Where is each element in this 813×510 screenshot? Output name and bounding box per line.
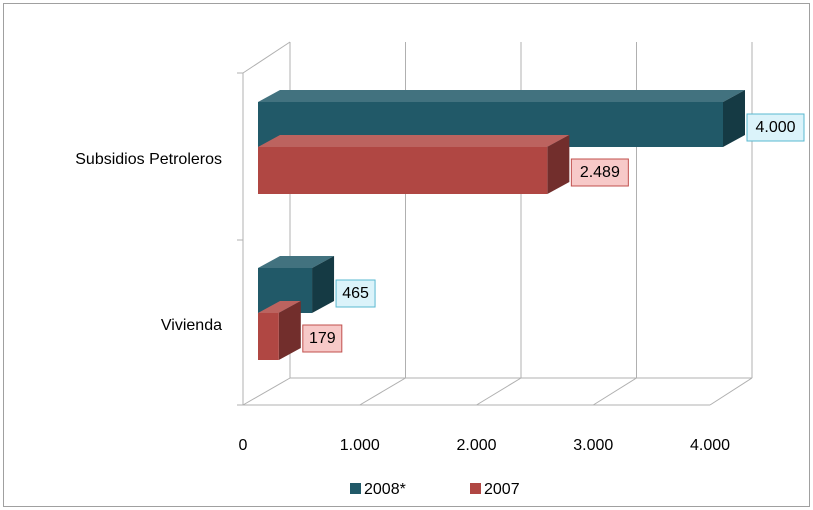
grid-floor [476,377,522,406]
bar-side [312,256,335,313]
value-label-box [746,113,805,142]
bar-top [258,256,335,268]
legend-swatch [470,483,481,494]
bar [258,147,548,194]
value-label: 2.489 [580,164,620,181]
bar-side [547,135,570,194]
value-label-box [570,158,629,187]
bar-top [258,90,745,102]
grid-floor [359,377,406,406]
value-label: 179 [309,330,336,347]
grid-floor [709,377,753,406]
value-label: 4.000 [755,119,795,136]
x-tick-label: 2.000 [456,437,496,454]
bar-side [278,301,301,360]
legend-swatch [350,483,361,494]
legend-label: 2007 [484,481,520,498]
value-label: 465 [342,285,369,302]
bar-side [723,90,745,147]
x-tick-label: 4.000 [690,437,730,454]
chart-border [3,3,810,507]
left-wall-top [242,41,291,74]
x-tick-label: 0 [239,437,248,454]
legend-label: 2008* [364,481,406,498]
x-tick-label: 3.000 [573,437,613,454]
value-label-box [302,324,343,353]
bar-top [258,301,301,313]
y-tick-label: Subsidios Petroleros [75,151,222,168]
grid-floor [592,377,637,406]
x-tick-label: 1.000 [340,437,380,454]
bar [258,313,279,360]
grid-floor [242,377,291,406]
y-tick-label: Vivienda [161,317,222,334]
value-label-box [335,279,376,308]
bar-top [258,135,570,147]
